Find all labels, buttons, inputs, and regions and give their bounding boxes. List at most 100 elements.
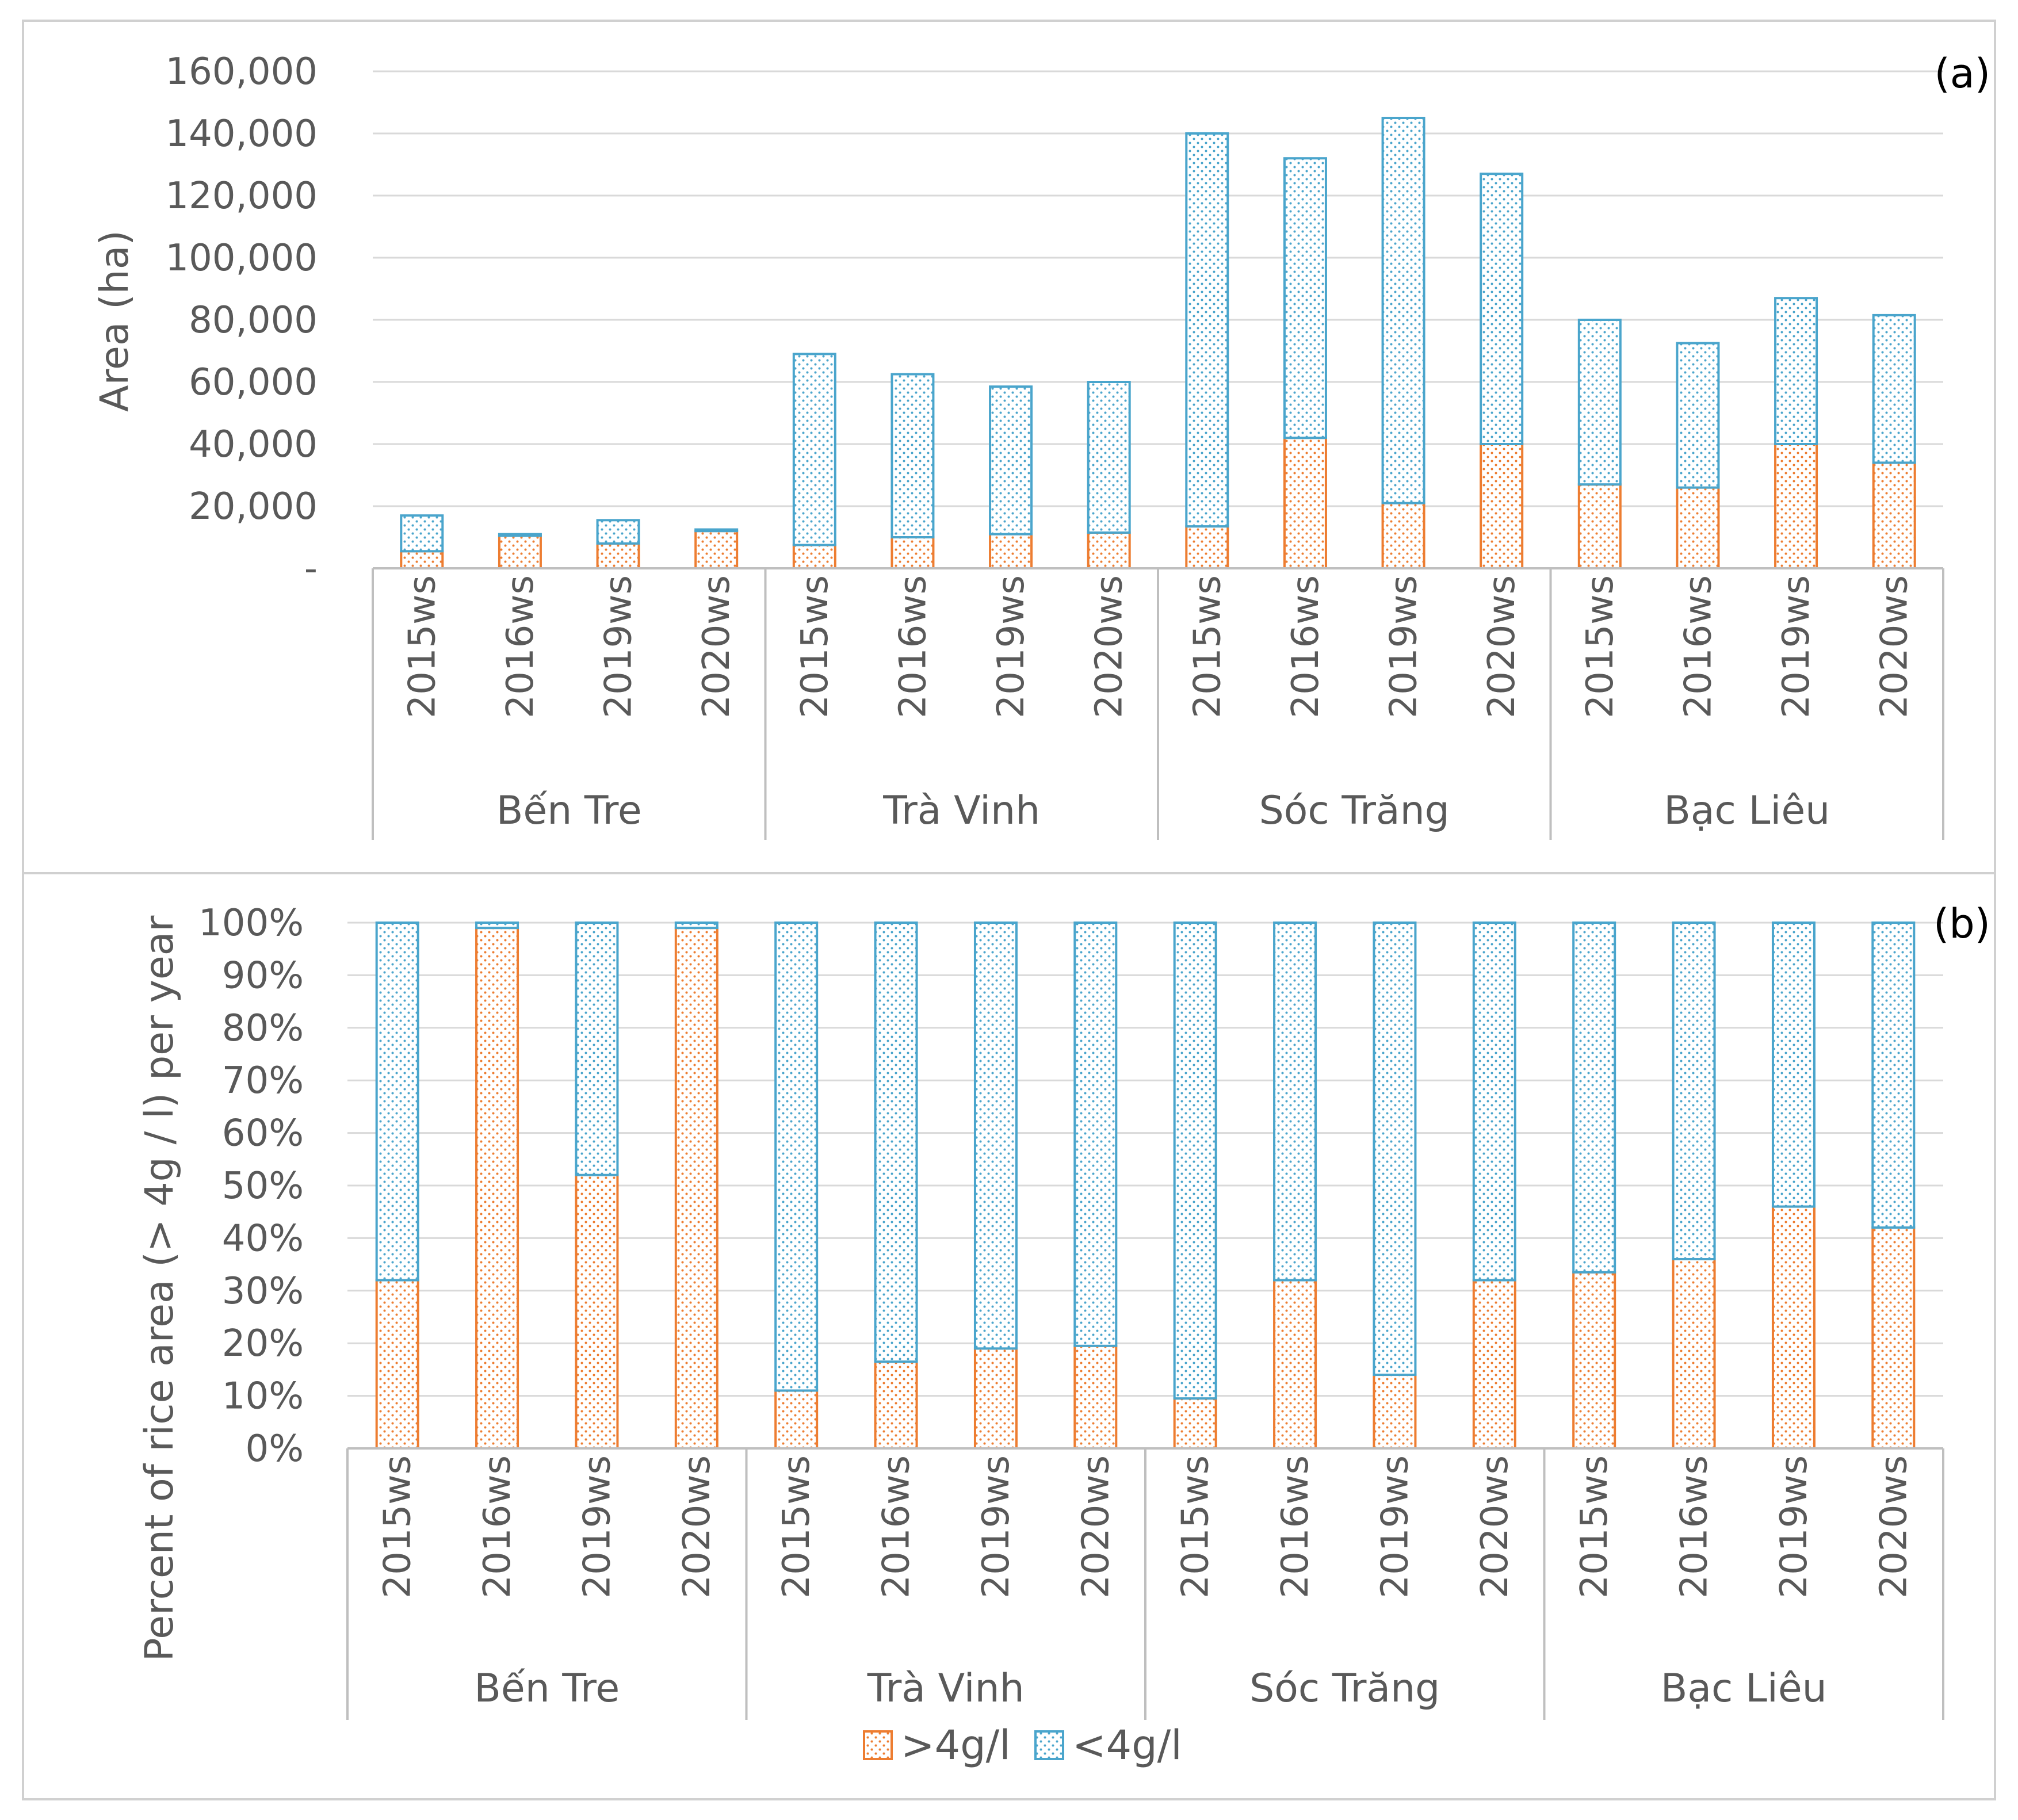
- x-group-label: Bến Tre: [474, 1666, 620, 1711]
- y-tick-label: -: [304, 548, 318, 590]
- x-category-label: 2019ws: [576, 1455, 618, 1599]
- x-category-label: 2016ws: [499, 575, 542, 718]
- x-category-label: 2016ws: [1285, 575, 1327, 718]
- y-tick-labels: - 20,000 40,000 60,000 80,000 100,000 120,000 1…: [165, 51, 318, 590]
- bar-segment-above: [575, 1173, 619, 1450]
- bar-segment-below: [1185, 132, 1229, 528]
- x-category-label: 2015ws: [377, 1455, 419, 1599]
- y-tick-label: 80%: [222, 1007, 304, 1050]
- x-category-label: 2019ws: [1383, 575, 1425, 718]
- y-axis-title: Area (ha): [92, 230, 137, 412]
- bar-segment-above: [1472, 1279, 1516, 1450]
- bar-segment-above: [973, 1347, 1018, 1450]
- bar-segment-above: [1073, 1344, 1118, 1450]
- x-group-labels: Bến Tre Trà Vinh Sóc Trăng Bạc Liêu: [474, 1666, 1827, 1711]
- bar-segment-below: [1283, 157, 1327, 439]
- bar-segment-above: [400, 550, 444, 569]
- bar-segment-above: [1676, 486, 1720, 569]
- x-category-label: 2019ws: [1374, 1455, 1416, 1599]
- x-group-label: Sóc Trăng: [1259, 788, 1450, 833]
- legend-swatch-above: [863, 1730, 893, 1760]
- bar-segment-above: [1771, 1205, 1816, 1450]
- y-tick-labels: 0% 10% 20% 30% 40% 50% 60% 70% 80% 90% 100%: [198, 902, 304, 1470]
- panel-b: 0% 10% 20% 30% 40% 50% 60% 70% 80% 90% 100% 2015ws…: [137, 900, 1990, 1720]
- bar-segment-below: [1480, 173, 1524, 445]
- bar-segment-above: [1185, 525, 1229, 569]
- panel-label: (b): [1933, 900, 1990, 947]
- x-category-label: 2015ws: [794, 575, 836, 718]
- bars: [375, 922, 1916, 1450]
- x-group-label: Trà Vinh: [867, 1666, 1025, 1711]
- x-group-labels: Bến Tre Trà Vinh Sóc Trăng Bạc Liêu: [496, 788, 1830, 833]
- bar-segment-above: [1381, 502, 1425, 569]
- x-category-label: 2016ws: [1274, 1455, 1317, 1599]
- bar-segment-below: [400, 514, 444, 553]
- bar-segment-below: [1774, 297, 1818, 446]
- x-category-label: 2016ws: [892, 575, 934, 718]
- y-tick-label: 60%: [222, 1112, 304, 1155]
- bar-segment-above: [1672, 1257, 1716, 1450]
- bar-segment-above: [1572, 1271, 1616, 1450]
- bar-segment-below: [1871, 922, 1916, 1229]
- x-category-label: 2016ws: [1673, 1455, 1716, 1599]
- x-category-label: 2016ws: [1677, 575, 1719, 718]
- legend-label-below: <4g/l: [1072, 1722, 1182, 1769]
- legend-label-above: >4g/l: [901, 1722, 1011, 1769]
- bar-segment-below: [694, 528, 739, 533]
- bars: [400, 117, 1916, 570]
- bar-segment-below: [792, 353, 836, 546]
- x-category-label: 2015ws: [775, 1455, 818, 1599]
- bar-segment-above: [1774, 443, 1818, 569]
- y-tick-label: 140,000: [165, 113, 318, 155]
- bar-segment-below: [1872, 313, 1916, 464]
- bar-segment-above: [375, 1279, 419, 1450]
- bar-segment-above: [1273, 1279, 1317, 1450]
- bar-segment-below: [674, 922, 718, 930]
- x-category-label: 2019ws: [598, 575, 640, 718]
- bar-segment-above: [874, 1360, 918, 1450]
- y-tick-label: 80,000: [189, 299, 318, 342]
- x-group-label: Trà Vinh: [882, 788, 1040, 833]
- y-tick-label: 50%: [222, 1165, 304, 1207]
- y-tick-label: 20%: [222, 1322, 304, 1365]
- bar-segment-below: [1073, 922, 1118, 1347]
- y-tick-label: 40,000: [189, 423, 318, 466]
- x-category-label: 2016ws: [476, 1455, 519, 1599]
- bar-segment-above: [498, 534, 542, 569]
- legend-swatch-below: [1034, 1730, 1064, 1760]
- bar-segment-below: [1381, 117, 1425, 504]
- x-category-label: 2020ws: [1474, 1455, 1516, 1599]
- bar-segment-above: [1173, 1397, 1217, 1450]
- bar-segment-below: [973, 922, 1018, 1350]
- panel-a: - 20,000 40,000 60,000 80,000 100,000 120,000 1…: [92, 50, 1990, 840]
- bar-segment-below: [1572, 922, 1616, 1274]
- x-group-label: Bạc Liêu: [1664, 788, 1830, 833]
- bar-segment-above: [1480, 443, 1524, 569]
- x-category-label: 2020ws: [1872, 1455, 1915, 1599]
- bar-segment-above: [792, 544, 836, 569]
- y-tick-label: 60,000: [189, 361, 318, 404]
- bar-segment-below: [1472, 922, 1516, 1282]
- x-category-label: 2016ws: [876, 1455, 918, 1599]
- y-tick-label: 10%: [222, 1375, 304, 1418]
- axes: [372, 567, 1944, 840]
- y-tick-label: 120,000: [165, 175, 318, 217]
- bar-segment-above: [1283, 437, 1327, 570]
- bar-segment-below: [1273, 922, 1317, 1282]
- bar-segment-below: [596, 519, 640, 545]
- y-tick-label: 100%: [198, 902, 304, 945]
- bar-segment-above: [1871, 1226, 1916, 1450]
- y-tick-label: 0%: [245, 1428, 304, 1470]
- panel-label: (a): [1934, 50, 1990, 97]
- bar-segment-below: [1672, 922, 1716, 1260]
- bar-segment-below: [475, 922, 519, 930]
- bar-segment-above: [475, 927, 519, 1450]
- bar-segment-above: [1373, 1374, 1417, 1450]
- x-category-label: 2019ws: [1775, 575, 1818, 718]
- bar-segment-above: [694, 530, 739, 570]
- y-tick-label: 30%: [222, 1270, 304, 1313]
- y-tick-label: 40%: [222, 1217, 304, 1260]
- y-tick-label: 20,000: [189, 485, 318, 528]
- figure-frame: [22, 20, 1996, 1800]
